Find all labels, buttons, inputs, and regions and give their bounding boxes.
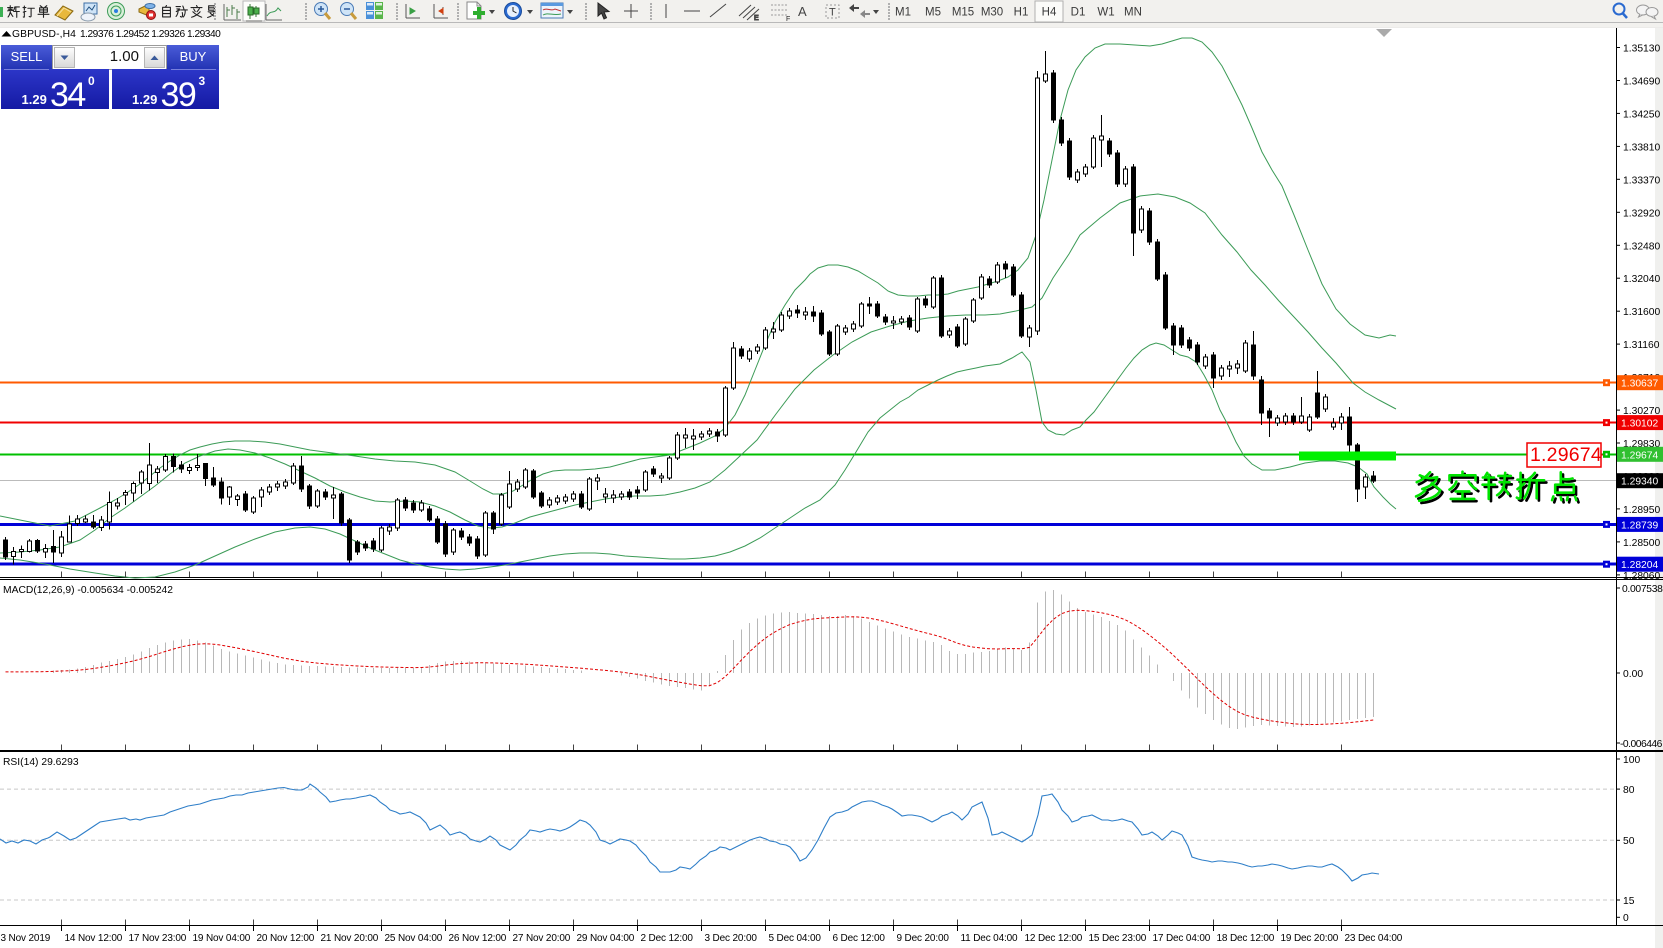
svg-text:25 Nov 04:00: 25 Nov 04:00 (385, 933, 443, 944)
svg-text:1.34250: 1.34250 (1623, 109, 1660, 120)
svg-text:19 Dec 20:00: 19 Dec 20:00 (1281, 933, 1339, 944)
svg-text:21 Nov 20:00: 21 Nov 20:00 (321, 933, 379, 944)
svg-text:F: F (786, 16, 790, 23)
svg-text:1.32040: 1.32040 (1623, 274, 1660, 285)
svg-text:1.31160: 1.31160 (1623, 340, 1660, 351)
svg-text:1.30270: 1.30270 (1623, 406, 1660, 417)
svg-text:1.28204: 1.28204 (1621, 560, 1658, 571)
svg-text:0.007538: 0.007538 (1622, 584, 1663, 595)
svg-text:1.28060: 1.28060 (1623, 571, 1660, 582)
svg-text:GBPUSD-,H4: GBPUSD-,H4 (12, 29, 76, 40)
svg-text:E: E (754, 15, 759, 22)
svg-text:19 Nov 04:00: 19 Nov 04:00 (193, 933, 251, 944)
svg-text:9 Dec 20:00: 9 Dec 20:00 (897, 933, 950, 944)
svg-text:17 Dec 04:00: 17 Dec 04:00 (1153, 933, 1211, 944)
svg-text:1.31600: 1.31600 (1623, 307, 1660, 318)
svg-text:6 Dec 12:00: 6 Dec 12:00 (833, 933, 886, 944)
svg-text:23 Dec 04:00: 23 Dec 04:00 (1345, 933, 1403, 944)
svg-text:H4: H4 (1042, 7, 1057, 19)
svg-text:1.28739: 1.28739 (1621, 520, 1658, 531)
svg-text:15: 15 (1623, 896, 1635, 907)
svg-text:1.33370: 1.33370 (1623, 175, 1660, 186)
svg-text:12 Dec 12:00: 12 Dec 12:00 (1025, 933, 1083, 944)
svg-text:1.30102: 1.30102 (1621, 419, 1658, 430)
svg-text:29 Nov 04:00: 29 Nov 04:00 (577, 933, 635, 944)
svg-text:100: 100 (1623, 755, 1640, 766)
svg-text:1.30637: 1.30637 (1621, 379, 1658, 390)
svg-text:1.35130: 1.35130 (1623, 44, 1660, 55)
svg-text:M15: M15 (952, 7, 974, 19)
svg-text:20 Nov 12:00: 20 Nov 12:00 (257, 933, 315, 944)
svg-text:W1: W1 (1097, 7, 1114, 19)
svg-text:0: 0 (1623, 913, 1629, 924)
svg-text:1.29830: 1.29830 (1623, 439, 1660, 450)
svg-text:1.29674: 1.29674 (1621, 450, 1658, 461)
svg-text:15 Dec 23:00: 15 Dec 23:00 (1089, 933, 1147, 944)
svg-text:3 Nov 2019: 3 Nov 2019 (1, 933, 51, 944)
svg-text:D1: D1 (1071, 7, 1086, 19)
svg-text:1.33810: 1.33810 (1623, 142, 1660, 153)
svg-text:2 Dec 12:00: 2 Dec 12:00 (641, 933, 694, 944)
svg-text:1.28950: 1.28950 (1623, 505, 1660, 516)
svg-text:1.29376 1.29452 1.29326 1.2934: 1.29376 1.29452 1.29326 1.29340 (80, 29, 221, 40)
svg-text:A: A (798, 4, 807, 19)
svg-text:14 Nov 12:00: 14 Nov 12:00 (65, 933, 123, 944)
svg-text:M30: M30 (981, 7, 1003, 19)
svg-text:5 Dec 04:00: 5 Dec 04:00 (769, 933, 822, 944)
svg-text:1.28500: 1.28500 (1623, 538, 1660, 549)
svg-text:17 Nov 23:00: 17 Nov 23:00 (129, 933, 187, 944)
svg-text:3 Dec 20:00: 3 Dec 20:00 (705, 933, 758, 944)
svg-text:RSI(14) 29.6293: RSI(14) 29.6293 (3, 757, 79, 768)
svg-text:1.29340: 1.29340 (1621, 477, 1658, 488)
svg-text:T: T (829, 7, 836, 19)
svg-text:18 Dec 12:00: 18 Dec 12:00 (1217, 933, 1275, 944)
svg-text:M1: M1 (895, 7, 911, 19)
svg-text:0.00: 0.00 (1623, 669, 1643, 680)
svg-text:MN: MN (1124, 7, 1142, 19)
svg-text:H1: H1 (1014, 7, 1029, 19)
svg-text:27 Nov 20:00: 27 Nov 20:00 (513, 933, 571, 944)
svg-text:1.32920: 1.32920 (1623, 208, 1660, 219)
svg-text:26 Nov 12:00: 26 Nov 12:00 (449, 933, 507, 944)
svg-text:-0.006446: -0.006446 (1620, 739, 1663, 750)
svg-text:MACD(12,26,9) -0.005634 -0.005: MACD(12,26,9) -0.005634 -0.005242 (3, 585, 173, 596)
svg-text:50: 50 (1623, 836, 1635, 847)
svg-text:80: 80 (1623, 785, 1635, 796)
svg-text:1.29674: 1.29674 (1530, 444, 1602, 466)
svg-text:1.34690: 1.34690 (1623, 77, 1660, 88)
svg-text:1.32480: 1.32480 (1623, 241, 1660, 252)
svg-text:M5: M5 (925, 7, 941, 19)
svg-text:11 Dec 04:00: 11 Dec 04:00 (961, 933, 1019, 944)
